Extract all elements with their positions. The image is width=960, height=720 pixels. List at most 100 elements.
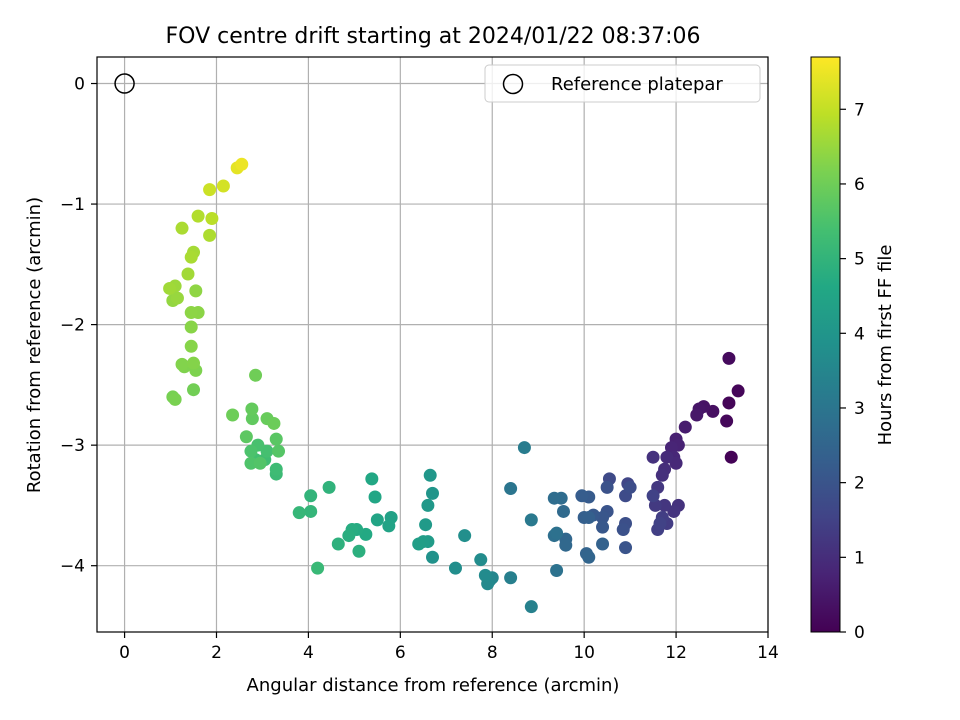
scatter-point bbox=[187, 356, 201, 370]
scatter-point bbox=[244, 456, 258, 470]
y-tick-label: 0 bbox=[74, 75, 85, 95]
scatter-point bbox=[304, 504, 318, 518]
scatter-point bbox=[382, 519, 396, 533]
scatter-point bbox=[267, 416, 281, 430]
y-axis-label: Rotation from reference (arcmin) bbox=[24, 197, 45, 493]
scatter-point bbox=[423, 468, 437, 482]
scatter-point bbox=[517, 441, 531, 455]
scatter-point bbox=[646, 489, 660, 503]
scatter-point bbox=[600, 480, 614, 494]
scatter-point bbox=[187, 383, 201, 397]
plot-frame bbox=[96, 56, 769, 633]
scatter-point bbox=[660, 450, 674, 464]
scatter-point bbox=[448, 561, 462, 575]
scatter-point bbox=[550, 564, 564, 578]
x-tick-label: 6 bbox=[395, 643, 406, 663]
scatter-point bbox=[245, 412, 259, 426]
scatter-point bbox=[524, 513, 538, 527]
scatter-point bbox=[658, 498, 672, 512]
scatter-point bbox=[311, 561, 325, 575]
scatter-point bbox=[260, 444, 274, 458]
scatter-point bbox=[191, 209, 205, 223]
scatter-point bbox=[352, 544, 366, 558]
scatter-point bbox=[504, 482, 518, 496]
scatter-point bbox=[655, 468, 669, 482]
scatter-point bbox=[184, 339, 198, 353]
scatter-point bbox=[731, 384, 745, 398]
scatter-point bbox=[184, 306, 198, 320]
scatter-point bbox=[292, 506, 306, 520]
chart-title: FOV centre drift starting at 2024/01/22 … bbox=[166, 24, 701, 49]
scatter-point bbox=[596, 537, 610, 551]
scatter-point bbox=[239, 430, 253, 444]
grid-lines bbox=[97, 57, 769, 632]
x-tick-label: 0 bbox=[119, 643, 130, 663]
scatter-point bbox=[419, 518, 433, 532]
scatter-point bbox=[253, 456, 267, 470]
colorbar-tick-label: 3 bbox=[854, 399, 865, 419]
scatter-point bbox=[245, 402, 259, 416]
y-axis-ticks: 0 −1 −2 −3 −4 bbox=[60, 75, 97, 577]
x-axis-label: Angular distance from reference (arcmin) bbox=[247, 675, 620, 696]
scatter-point bbox=[582, 550, 596, 564]
scatter-point bbox=[170, 291, 184, 305]
scatter-point bbox=[249, 368, 263, 382]
colorbar-tick-label: 0 bbox=[854, 623, 865, 643]
scatter-point bbox=[426, 550, 439, 564]
scatter-point bbox=[244, 444, 258, 458]
scatter-point bbox=[175, 221, 189, 235]
scatter-point bbox=[720, 414, 734, 428]
colorbar-gradient bbox=[810, 56, 841, 633]
scatter-point bbox=[370, 513, 384, 527]
scatter-point bbox=[203, 183, 217, 197]
scatter-point bbox=[669, 456, 683, 470]
scatter-point bbox=[722, 351, 736, 365]
scatter-point bbox=[342, 529, 356, 543]
x-tick-label: 8 bbox=[487, 643, 498, 663]
scatter-point bbox=[504, 571, 518, 585]
scatter-point bbox=[653, 517, 667, 531]
scatter-point bbox=[722, 396, 736, 410]
scatter-point bbox=[189, 284, 203, 298]
x-axis-ticks: 0 2 4 6 8 10 12 14 bbox=[119, 632, 779, 663]
colorbar-tick-label: 1 bbox=[854, 548, 865, 568]
y-tick-label: −3 bbox=[60, 436, 85, 456]
scatter-point bbox=[575, 489, 589, 503]
reference-platepar-marker bbox=[114, 73, 135, 94]
scatter-point bbox=[556, 504, 570, 518]
data-points bbox=[114, 73, 745, 614]
scatter-point bbox=[269, 432, 283, 446]
scatter-point bbox=[582, 510, 596, 524]
scatter-point bbox=[272, 444, 286, 458]
colorbar-tick-label: 4 bbox=[854, 324, 865, 344]
colorbar-ticks: 0 1 2 3 4 5 6 7 bbox=[840, 100, 865, 643]
legend-box bbox=[484, 64, 761, 103]
scatter-point bbox=[524, 600, 538, 614]
scatter-point bbox=[226, 408, 240, 422]
colorbar: 0 1 2 3 4 5 6 7 Hours from first FF file bbox=[810, 56, 896, 643]
scatter-point bbox=[184, 250, 198, 264]
scatter-point bbox=[365, 472, 379, 486]
scatter-point bbox=[678, 420, 692, 434]
scatter-point bbox=[269, 462, 283, 476]
scatter-point bbox=[623, 480, 637, 494]
scatter-point bbox=[412, 537, 426, 551]
x-tick-label: 14 bbox=[757, 643, 779, 663]
scatter-point bbox=[596, 520, 610, 534]
scatter-point bbox=[421, 498, 435, 512]
colorbar-label: Hours from first FF file bbox=[875, 245, 896, 446]
colorbar-tick-label: 5 bbox=[854, 250, 865, 270]
y-tick-label: −4 bbox=[60, 557, 85, 577]
scatter-point bbox=[458, 529, 472, 543]
y-tick-label: −2 bbox=[60, 316, 85, 336]
x-tick-label: 10 bbox=[573, 643, 595, 663]
x-tick-label: 2 bbox=[211, 643, 222, 663]
scatter-point bbox=[216, 179, 230, 193]
scatter-point bbox=[203, 228, 217, 242]
scatter-point bbox=[181, 267, 195, 281]
colorbar-tick-label: 2 bbox=[854, 474, 865, 494]
scatter-point bbox=[616, 523, 630, 537]
scatter-point bbox=[667, 504, 681, 518]
colorbar-tick-label: 6 bbox=[854, 175, 865, 195]
